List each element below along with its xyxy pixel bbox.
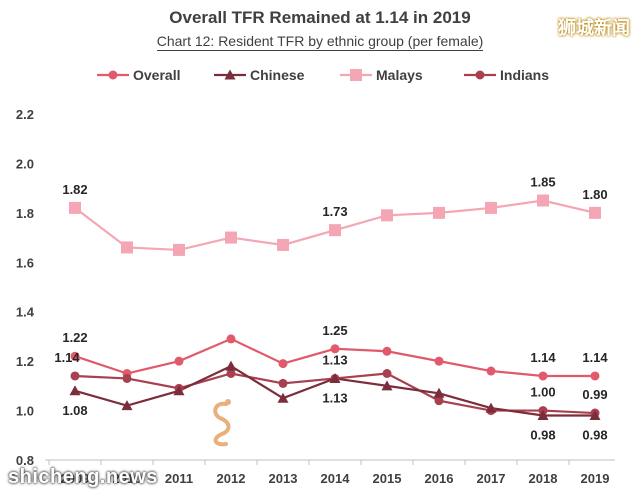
circle-marker [278,359,288,369]
data-label: 0.98 [530,428,555,443]
chart-title: Overall TFR Remained at 1.14 in 2019 [169,8,471,27]
data-label: 1.13 [322,352,347,367]
x-tick-label: 2019 [581,471,610,486]
y-tick-label: 1.8 [16,206,34,221]
y-tick-label: 1.4 [16,305,35,320]
square-marker [329,224,341,237]
circle-marker [382,346,392,356]
circle-marker [122,373,132,383]
legend-label: Chinese [250,67,305,83]
y-tick-label: 1.0 [16,404,34,419]
x-tick-label: 2009 [61,471,90,486]
square-marker [485,201,497,214]
y-tick-label: 0.8 [16,453,34,468]
triangle-marker [329,372,341,383]
data-label: 1.25 [322,323,347,338]
y-tick-label: 2.2 [16,107,34,122]
triangle-marker [225,360,237,371]
square-marker [537,194,549,207]
x-tick-label: 2014 [321,471,351,486]
watermark-site: shicheng.news [8,466,158,488]
series-markers [69,194,601,421]
circle-marker [382,369,392,378]
y-tick-label: 1.2 [16,354,34,369]
circle-marker [226,369,236,378]
circle-marker [486,366,496,376]
x-tick-label: 2012 [217,471,246,486]
square-marker [589,206,601,219]
x-tick-label: 2010 [113,471,142,486]
circle-marker [226,334,236,344]
square-marker [225,231,237,244]
data-label: 1.14 [530,350,556,365]
circle-marker [278,378,288,388]
x-tick-label: 2013 [269,471,298,486]
data-label: 0.98 [582,428,607,443]
circle-marker [590,371,600,381]
circle-marker [475,70,485,80]
y-tick-label: 2.0 [16,156,34,171]
square-marker [173,243,185,256]
chart-subtitle-text: Chart 12: Resident TFR by ethnic group (… [156,33,484,51]
triangle-marker [173,385,185,396]
triangle-marker [69,385,81,396]
triangle-marker [537,410,549,421]
square-marker [381,209,393,222]
triangle-marker [485,402,497,413]
data-label: 1.80 [582,187,607,202]
data-label: 1.14 [582,350,608,365]
circle-marker [538,371,548,381]
data-label: 0.99 [582,387,607,402]
circle-marker [108,70,118,80]
circle-marker [70,371,80,381]
data-labels: 1.82 1.73 1.85 1.80 1.22 1.25 1.14 1.14 1.14 1.13… [54,175,608,443]
legend-label: Malays [376,67,423,83]
legend-label: Overall [133,67,180,83]
square-marker [350,69,362,81]
data-label: 1.14 [54,350,80,365]
triangle-marker [224,69,236,80]
y-tick-label: 1.6 [16,255,34,270]
chart-legend: Overall Chinese Malays Indians [97,67,549,83]
data-label: 1.00 [530,385,555,400]
circle-marker [434,396,444,406]
triangle-marker [589,410,601,421]
x-tick-label: 2017 [477,471,506,486]
watermark-chinese: 狮城新闻 [558,18,630,38]
data-label: 1.13 [322,390,347,405]
x-tick-label: 2018 [529,471,558,486]
circle-marker [174,356,184,366]
square-marker [277,238,289,251]
triangle-marker [121,400,133,411]
circle-marker [70,351,80,361]
square-marker [121,241,133,254]
x-tick-label: 2016 [425,471,454,486]
square-marker [433,206,445,219]
chart-subtitle: Chart 12: Resident TFR by ethnic group (… [0,33,640,51]
x-tick-label: 2015 [373,471,402,486]
triangle-marker [433,387,445,398]
circle-marker [330,344,340,354]
legend-label: Indians [500,67,549,83]
circle-marker [434,356,444,366]
data-label: 1.85 [530,175,555,190]
triangle-marker [277,392,289,403]
triangle-marker [381,380,393,391]
data-label: 1.08 [62,403,87,418]
x-tick-label: 2011 [165,471,193,486]
data-label: 1.73 [322,204,347,219]
square-marker [69,201,81,214]
chart-axes: 0.8 1.0 1.2 1.4 1.6 1.8 2.0 2.2 2009 2010 2011 2012… [16,107,615,486]
data-label: 1.22 [62,330,87,345]
dragon-logo [213,399,231,447]
data-label: 1.82 [62,182,87,197]
